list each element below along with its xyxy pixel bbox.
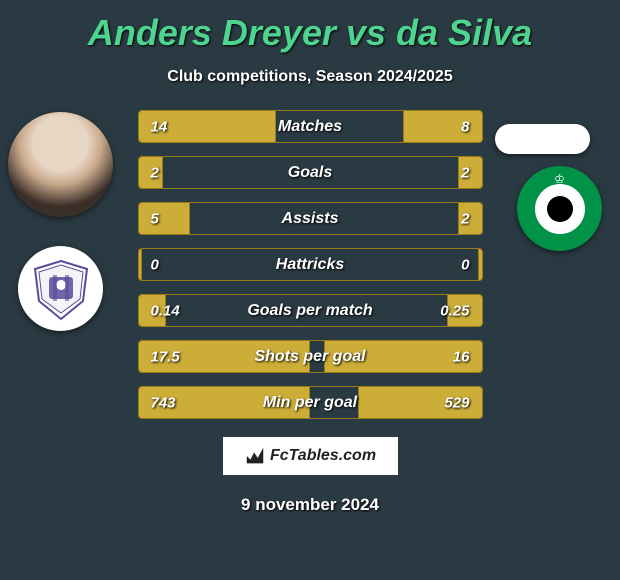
date-text: 9 november 2024 [0, 495, 620, 515]
stat-row: 14 8 Matches [138, 110, 483, 143]
stat-left-value: 0 [151, 256, 159, 273]
stat-left-value: 14 [151, 118, 168, 135]
stat-left-value: 17.5 [151, 348, 180, 365]
stat-label: Shots per goal [254, 348, 365, 366]
stat-right-value: 0.25 [440, 302, 469, 319]
stat-label: Assists [282, 210, 339, 228]
player-right-avatar [495, 124, 590, 154]
stat-right-value: 0 [461, 256, 469, 273]
stat-row: 0 0 Hattricks [138, 248, 483, 281]
stat-label: Matches [278, 118, 342, 136]
brand-logo: FcTables.com [223, 437, 398, 475]
club-left-logo [18, 246, 103, 331]
stat-row: 2 2 Goals [138, 156, 483, 189]
stat-row: 0.14 0.25 Goals per match [138, 294, 483, 327]
stat-left-bar [139, 203, 190, 234]
stat-label: Min per goal [263, 394, 357, 412]
stat-left-value: 2 [151, 164, 159, 181]
stat-left-value: 743 [151, 394, 176, 411]
stat-left-value: 5 [151, 210, 159, 227]
stat-bar-list: 14 8 Matches 2 2 Goals 5 2 Assists 0 0 Hattricks 0.1… [138, 110, 483, 419]
stat-right-bar [403, 111, 482, 142]
stat-left-value: 0.14 [151, 302, 180, 319]
stat-label: Hattricks [276, 256, 344, 274]
stat-right-value: 2 [461, 210, 469, 227]
club-right-logo: ♔ [517, 166, 602, 251]
stat-row: 5 2 Assists [138, 202, 483, 235]
comparison-panel: ♔ 148Matches22Goals52Assists00Hattricks0… [0, 110, 620, 419]
subtitle: Club competitions, Season 2024/2025 [0, 68, 620, 86]
stat-left-bar [139, 249, 142, 280]
stat-right-value: 8 [461, 118, 469, 135]
crown-icon: ♔ [554, 172, 565, 186]
stat-label: Goals per match [247, 302, 372, 320]
player-left-avatar [8, 112, 113, 217]
page-title: Anders Dreyer vs da Silva [0, 0, 620, 54]
stat-right-bar [478, 249, 481, 280]
stat-row: 17.5 16 Shots per goal [138, 340, 483, 373]
stat-right-value: 16 [453, 348, 470, 365]
stat-right-value: 529 [444, 394, 469, 411]
stat-right-value: 2 [461, 164, 469, 181]
stat-row: 743 529 Min per goal [138, 386, 483, 419]
brand-text: FcTables.com [270, 447, 376, 465]
stat-label: Goals [288, 164, 332, 182]
